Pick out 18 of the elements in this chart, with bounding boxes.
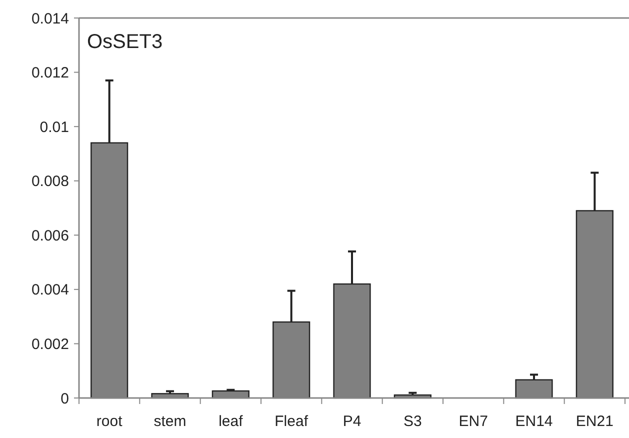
y-tick-label: 0.006 (31, 227, 69, 244)
y-tick-label: 0.014 (31, 10, 69, 28)
y-tick-label: 0.01 (40, 118, 69, 136)
x-tick-label: stem (154, 413, 186, 430)
y-tick-label: 0.008 (31, 173, 69, 190)
x-tick-label: leaf (218, 413, 244, 430)
x-tick-label: Fleaf (274, 413, 309, 430)
annotation: OsSET3 (87, 31, 163, 53)
y-tick-label: 0 (60, 390, 69, 408)
y-tick-label: 0.002 (31, 336, 69, 353)
x-tick-label: EN14 (515, 413, 553, 430)
x-tick-label: root (96, 413, 124, 430)
y-tick-label: 0.012 (31, 64, 69, 82)
x-tick-label: S3 (403, 413, 422, 430)
x-tick-label: P4 (342, 413, 362, 430)
x-tick-label: EN7 (458, 413, 488, 430)
x-tick-label: EN21 (576, 413, 614, 430)
y-tick-label: 0.004 (31, 282, 69, 299)
